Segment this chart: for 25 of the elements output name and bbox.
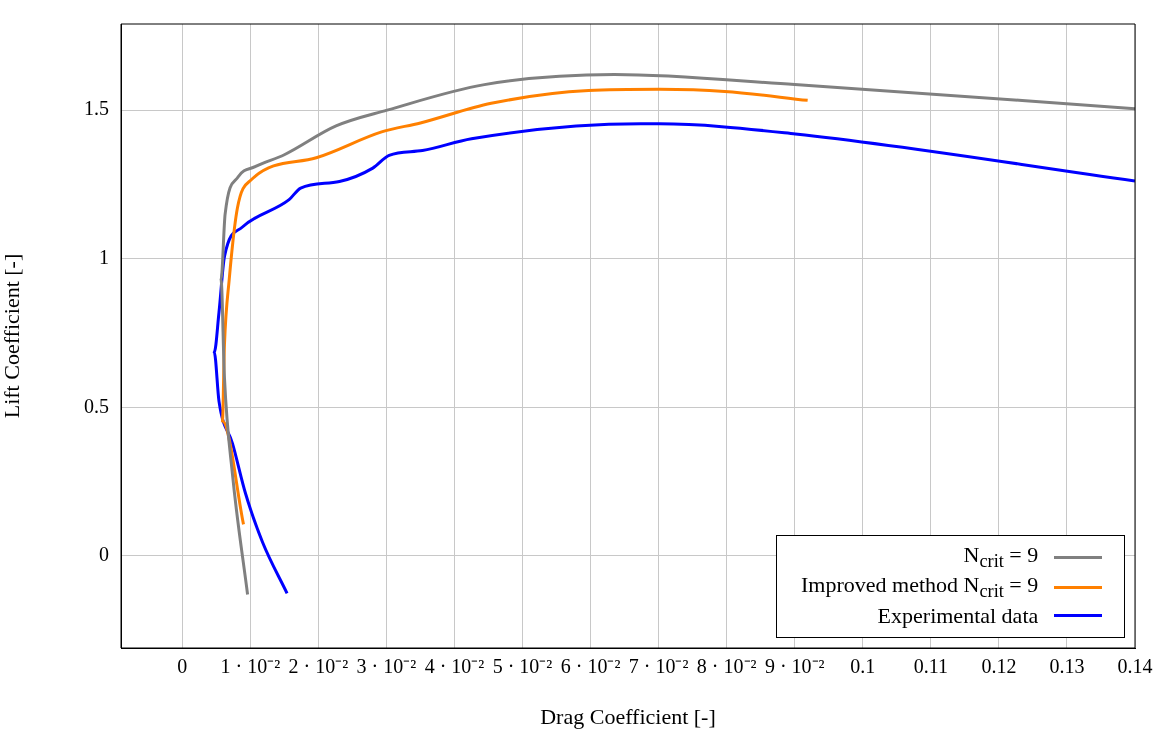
x-tick-label: 2 · 10⁻²: [288, 655, 349, 678]
x-tick-label: 0.12: [981, 655, 1017, 678]
y-tick-label: 0: [99, 543, 109, 566]
x-tick-label: 3 · 10⁻²: [356, 655, 417, 678]
x-tick-label: 7 · 10⁻²: [628, 655, 689, 678]
x-axis-title: Drag Coefficient [-]: [540, 703, 716, 729]
x-tick-label: 5 · 10⁻²: [492, 655, 553, 678]
x-tick-label: 4 · 10⁻²: [424, 655, 485, 678]
x-tick-label: 8 · 10⁻²: [696, 655, 757, 678]
legend-label: Improved method N$_{crit}$ = 9: [801, 572, 1039, 603]
x-tick-label: 1 · 10⁻²: [220, 655, 281, 678]
legend-label: Experimental data: [877, 602, 1039, 629]
x-tick-label: 0.1: [850, 655, 876, 678]
line-series: [220, 87, 810, 526]
x-tick-label: 0.14: [1117, 655, 1153, 678]
y-tick-label: 1: [99, 245, 109, 268]
y-axis-title: Lift Coefficient [-]: [0, 253, 24, 419]
y-tick-label: 0.5: [84, 394, 109, 417]
x-tick-label: 0: [177, 655, 188, 678]
x-tick-label: 9 · 10⁻²: [764, 655, 825, 678]
legend-label: N$_{crit}$ = 9: [963, 542, 1039, 573]
y-tick-label: 1.5: [84, 97, 109, 120]
x-tick-label: 0.11: [913, 655, 948, 678]
x-tick-label: 0.13: [1049, 655, 1085, 678]
x-tick-label: 6 · 10⁻²: [560, 655, 621, 678]
